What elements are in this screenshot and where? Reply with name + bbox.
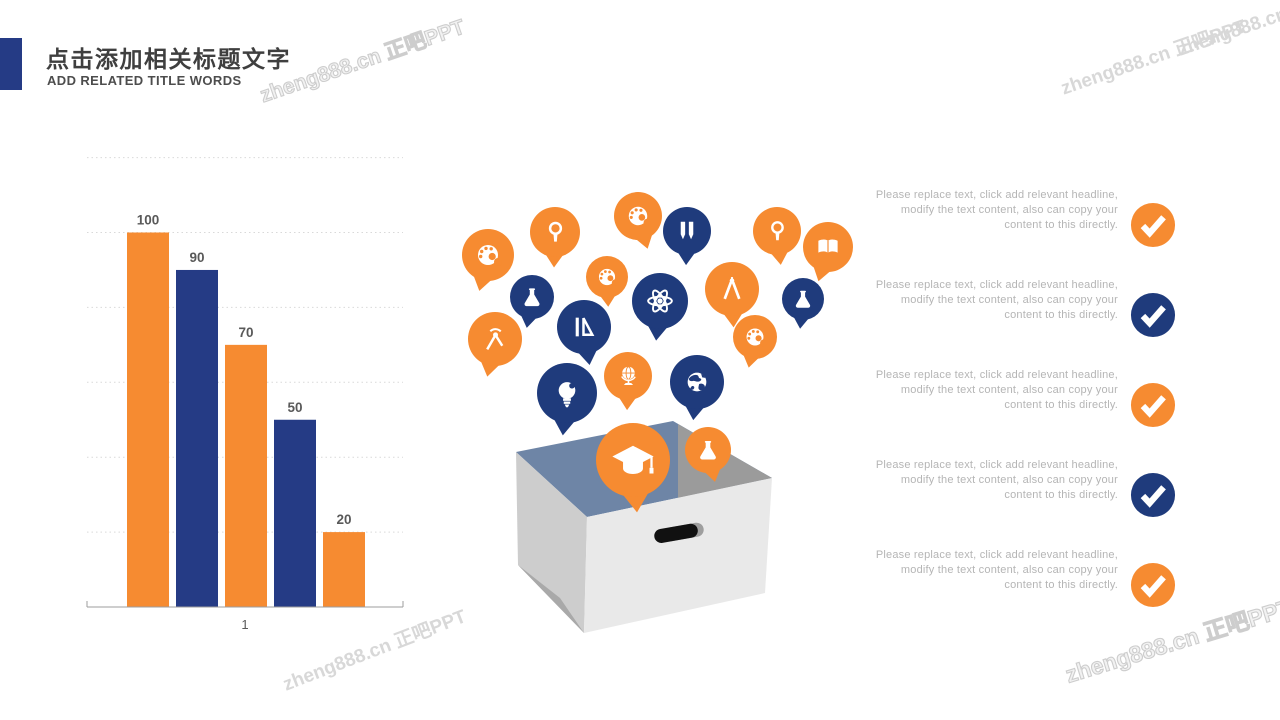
palette-bubble [462, 229, 514, 291]
check-circle-icon [1130, 382, 1176, 433]
watermark-text: zheng888.cn 正吧PPT [1058, 16, 1249, 100]
palette-icon [628, 206, 651, 227]
setsquare-icon [575, 317, 595, 337]
bar-data-label: 20 [336, 512, 351, 527]
callout-text: Please replace text, click add relevant … [875, 189, 1118, 231]
callout-item: Please replace text, click add relevant … [868, 458, 1180, 548]
icons-box-illustration [462, 192, 853, 633]
check-circle-icon [1130, 202, 1176, 253]
x-axis: 1 [86, 601, 404, 632]
callout-text: Please replace text, click add relevant … [875, 369, 1118, 411]
page-subtitle: ADD RELATED TITLE WORDS [47, 73, 242, 88]
box-left-face [516, 452, 587, 633]
bar-90 [176, 269, 218, 607]
palette-icon [478, 245, 502, 266]
desk-globe-icon [621, 366, 636, 386]
magnifier-icon [771, 221, 784, 241]
palette-bubble [586, 256, 628, 307]
bar-chart: 100 90 70 50 20 1 [86, 157, 404, 632]
check-circle-icon [1130, 292, 1176, 343]
pens-icon [680, 221, 694, 240]
atom-icon [647, 289, 673, 313]
bar-20 [323, 532, 365, 607]
x-axis-tick-label: 1 [241, 617, 248, 632]
palette-bubble [614, 192, 662, 249]
palette-icon [598, 268, 619, 286]
earth-icon [687, 372, 707, 392]
watermark-text: zheng888.cn 正吧PPT [1175, 0, 1280, 61]
bar-data-label: 90 [189, 250, 204, 265]
callout-item: Please replace text, click add relevant … [868, 278, 1180, 368]
flask-bubble [510, 275, 554, 328]
check-circle-icon [1130, 562, 1176, 613]
box-corner-shadow [518, 565, 584, 633]
earth-bubble [670, 355, 724, 421]
bubble-circle [753, 207, 801, 255]
callout-text: Please replace text, click add relevant … [875, 279, 1118, 321]
bubble-circle [663, 207, 711, 255]
palette-icon [746, 328, 767, 347]
flask-icon [795, 290, 811, 308]
callout-item: Please replace text, click add relevant … [868, 188, 1180, 278]
magnifier-bubble [753, 207, 801, 265]
flask-bubble [782, 278, 824, 329]
flask-icon [524, 288, 540, 307]
bar-data-label: 70 [238, 325, 253, 340]
box-front-face [584, 478, 772, 633]
box-handle [654, 522, 704, 543]
bubble-circle [530, 207, 580, 257]
check-circle-icon [1130, 472, 1176, 523]
divider-bubble [705, 262, 759, 328]
callout-list: Please replace text, click add relevant … [868, 188, 1180, 638]
bar-70 [225, 344, 267, 607]
setsquare-bubble [557, 300, 611, 365]
book-bubble [803, 222, 853, 282]
palette-bubble [733, 315, 777, 368]
bubble-circle [468, 312, 522, 366]
icon-bubbles [462, 192, 853, 513]
graduation-cap-icon [612, 445, 654, 474]
callout-text: Please replace text, click add relevant … [875, 459, 1118, 501]
divider-icon [723, 277, 741, 300]
compass-icon [486, 328, 504, 351]
flask-bubble [685, 427, 731, 482]
graduation-cap-bubble [596, 423, 670, 513]
title-accent-bar [0, 38, 22, 90]
callout-item: Please replace text, click add relevant … [868, 368, 1180, 458]
book-icon [818, 239, 838, 254]
desk-globe-bubble [604, 352, 652, 411]
bar-data-label: 50 [287, 400, 302, 415]
bulb-icon [558, 382, 576, 408]
page-title: 点击添加相关标题文字 [46, 46, 291, 72]
bar-100 [127, 232, 169, 607]
callout-item: Please replace text, click add relevant … [868, 548, 1180, 638]
atom-bubble [632, 273, 688, 341]
bubble-circle [705, 262, 759, 316]
bar-data-label: 100 [137, 213, 160, 228]
callout-text: Please replace text, click add relevant … [875, 549, 1118, 591]
bulb-bubble [537, 363, 597, 436]
flask-icon [700, 440, 716, 460]
bar-50 [274, 419, 316, 607]
pens-bubble [663, 207, 711, 266]
magnifier-icon [548, 221, 563, 242]
compass-bubble [468, 312, 522, 377]
magnifier-bubble [530, 207, 580, 268]
